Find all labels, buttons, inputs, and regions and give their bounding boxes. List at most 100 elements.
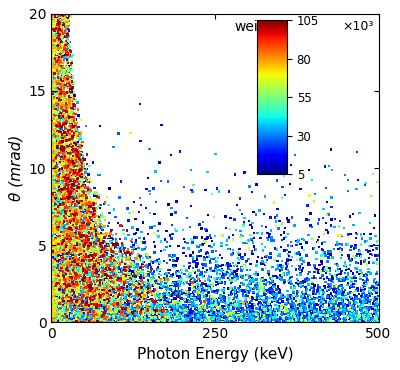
Point xyxy=(59,131,66,137)
Point xyxy=(68,295,75,301)
Point xyxy=(95,314,101,320)
Point xyxy=(103,306,109,312)
Point xyxy=(77,185,84,191)
Point xyxy=(52,216,59,222)
Point xyxy=(54,184,60,190)
Point xyxy=(131,312,138,317)
Point xyxy=(49,252,56,258)
Point xyxy=(172,314,178,320)
Point xyxy=(152,287,158,293)
Point xyxy=(99,299,106,305)
Point xyxy=(62,11,69,17)
Point xyxy=(73,266,80,272)
Point xyxy=(327,276,334,282)
Point xyxy=(67,71,73,77)
Point xyxy=(246,306,252,312)
Point xyxy=(253,276,260,282)
Point xyxy=(58,11,65,17)
Point xyxy=(178,291,185,297)
Point xyxy=(53,206,59,212)
Point xyxy=(79,261,86,267)
Point xyxy=(87,289,94,295)
Point xyxy=(93,260,99,266)
Point xyxy=(170,317,177,323)
Point xyxy=(58,11,64,17)
Point xyxy=(50,96,57,102)
Point xyxy=(306,314,312,320)
Point xyxy=(242,298,248,304)
Point xyxy=(316,297,323,303)
Point xyxy=(53,188,59,194)
Point xyxy=(57,188,64,194)
Point xyxy=(58,223,64,229)
Point xyxy=(366,285,372,291)
Point xyxy=(56,11,62,17)
Point xyxy=(76,270,82,276)
Point xyxy=(51,39,57,45)
Point xyxy=(126,257,132,263)
Point xyxy=(113,264,119,270)
Point xyxy=(86,289,92,295)
Point xyxy=(54,166,60,172)
Point xyxy=(50,11,56,17)
Point xyxy=(66,246,73,252)
Point xyxy=(49,195,55,201)
Point xyxy=(58,11,64,17)
Point xyxy=(49,274,55,280)
Point xyxy=(208,298,214,304)
Point xyxy=(63,122,70,128)
Point xyxy=(199,293,205,299)
Point xyxy=(55,204,61,210)
Point xyxy=(215,300,222,306)
Point xyxy=(65,293,72,299)
Point xyxy=(52,107,58,113)
Point xyxy=(130,310,136,316)
Point xyxy=(71,245,78,251)
Point xyxy=(56,184,62,190)
Point xyxy=(279,258,285,264)
Point xyxy=(268,215,274,221)
Point xyxy=(60,11,66,17)
Point xyxy=(50,11,57,17)
Point xyxy=(106,279,112,285)
Point xyxy=(49,11,55,17)
Point xyxy=(55,11,62,17)
Point xyxy=(311,275,318,281)
Point xyxy=(231,277,238,283)
Point xyxy=(192,269,198,275)
Point xyxy=(54,11,60,17)
Point xyxy=(59,293,65,299)
Point xyxy=(97,310,104,316)
Point xyxy=(119,223,125,229)
Point xyxy=(52,117,59,123)
Point xyxy=(49,11,55,17)
Point xyxy=(54,11,60,17)
Point xyxy=(132,289,139,295)
Point xyxy=(53,11,59,17)
Point xyxy=(189,282,196,288)
Point xyxy=(96,319,102,325)
Point xyxy=(196,253,202,259)
Point xyxy=(104,312,111,318)
Point xyxy=(298,302,304,308)
Point xyxy=(140,259,146,265)
Point xyxy=(62,11,69,17)
Point xyxy=(300,258,307,264)
Point xyxy=(52,113,59,119)
Point xyxy=(284,306,290,312)
Point xyxy=(72,139,79,145)
Point xyxy=(260,286,266,292)
Point xyxy=(180,227,186,233)
Point xyxy=(78,157,84,163)
Point xyxy=(49,11,56,17)
Point xyxy=(76,303,82,309)
Point xyxy=(57,259,64,265)
Point xyxy=(84,210,91,216)
Point xyxy=(52,169,59,175)
Point xyxy=(54,11,61,17)
Point xyxy=(291,307,297,313)
Point xyxy=(75,256,82,262)
Point xyxy=(50,226,56,232)
Point xyxy=(59,209,65,215)
Point xyxy=(49,11,56,17)
